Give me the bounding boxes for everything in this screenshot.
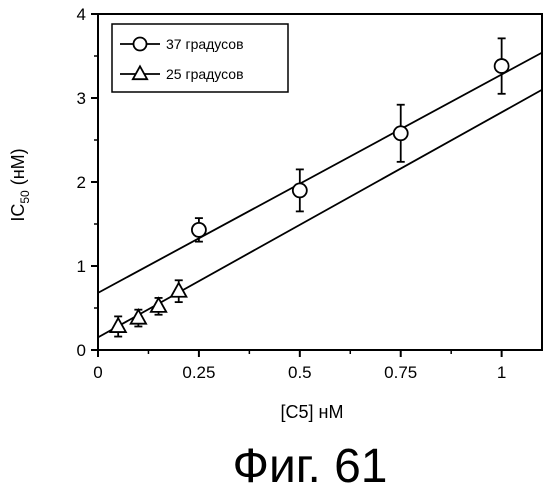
circle-marker [495,59,509,73]
legend: 37 градусов 25 градусов [112,24,288,92]
x-tick-label: 0.5 [288,363,312,382]
circle-marker [293,183,307,197]
legend-item: 25 градусов [120,66,244,82]
y-tick-label: 4 [77,5,86,24]
triangle-marker [110,318,125,332]
legend-label: 37 градусов [166,36,244,52]
legend-label: 25 градусов [166,66,244,82]
y-tick-label: 3 [77,89,86,108]
x-tick-label: 0.25 [182,363,215,382]
data-point [394,105,408,162]
y-tick-label: 0 [77,341,86,360]
y-axis-title-main: IC [8,204,28,222]
circle-marker [394,126,408,140]
data-point [110,316,125,336]
y-axis-title-unit: (нМ) [8,148,28,190]
y-tick-label: 2 [77,173,86,192]
y-axis-title: IC50 (нМ) [8,148,32,221]
circle-marker [192,223,206,237]
x-tick-label: 0 [93,363,102,382]
legend-item: 37 градусов [120,36,244,52]
data-point [495,38,509,93]
x-tick-label: 0.75 [384,363,417,382]
x-tick-label: 1 [497,363,506,382]
circle-marker-icon [134,38,147,51]
y-axis-title-subscript: 50 [18,190,32,204]
data-point [293,169,307,211]
y-tick-label: 1 [77,257,86,276]
data-point [171,280,186,302]
fit-line-25 [98,90,542,338]
x-axis-title: [C5] нМ [281,402,344,422]
data-point [192,218,206,242]
figure-caption: Фиг. 61 [232,440,387,493]
fit-lines [98,53,542,338]
